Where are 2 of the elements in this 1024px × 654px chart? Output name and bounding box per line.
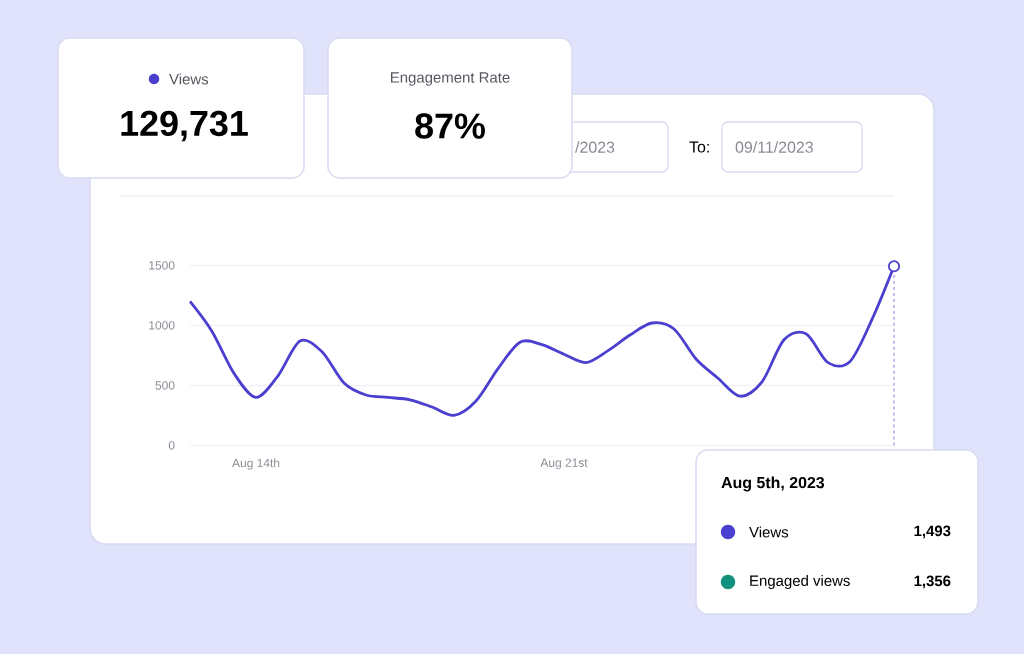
text: 87%	[415, 113, 485, 139]
text: 129,731	[121, 110, 248, 142]
